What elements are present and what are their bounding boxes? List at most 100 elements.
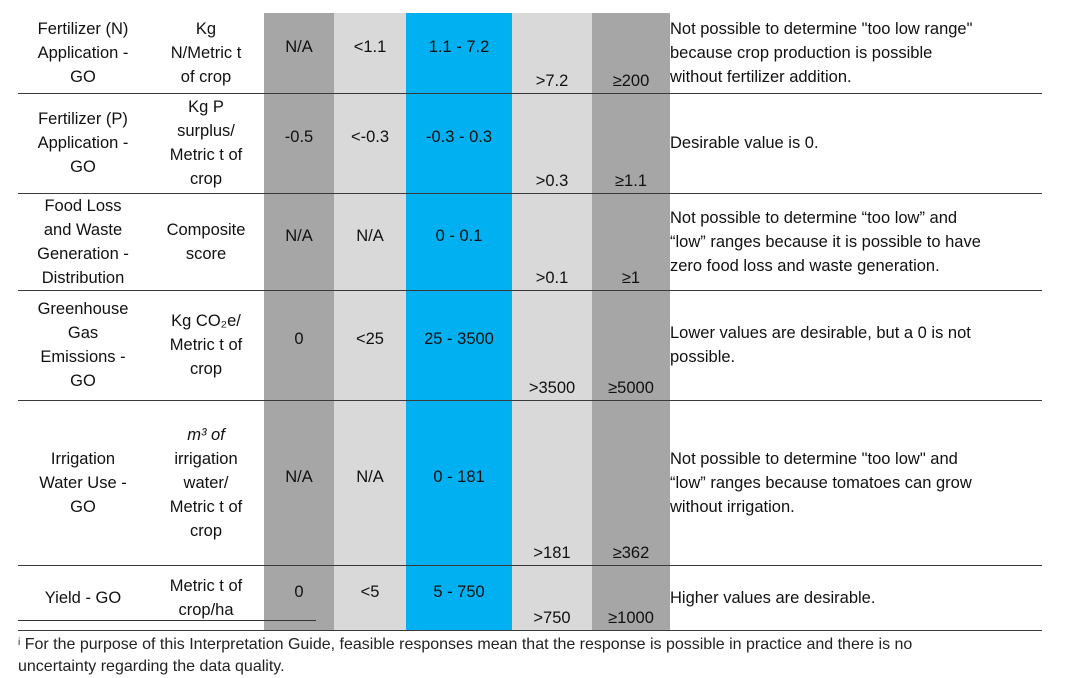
- indicator-cell: Food Loss and Waste Generation - Distributi…: [18, 193, 148, 291]
- note-line: “low” ranges because it is possible to h…: [670, 232, 981, 251]
- too-high-cell-value: ≥5000: [608, 378, 654, 397]
- too-low-cell: -0.5: [264, 93, 334, 194]
- indicator-line: Yield - GO: [44, 588, 122, 607]
- note-cell: Lower values are desirable, but a 0 is n…: [670, 290, 1042, 401]
- footnote-line-1: For the purpose of this Interpretation G…: [24, 636, 913, 653]
- note-line: possible.: [670, 348, 736, 366]
- indicator-line: Application -: [37, 43, 129, 62]
- note-line: without fertilizer addition.: [670, 67, 852, 86]
- indicator-line: Generation -: [37, 244, 129, 263]
- desirable-cell-value: 25 - 3500: [424, 330, 494, 348]
- unit-cell: Metric t of crop/ha: [148, 565, 264, 631]
- too-high-cell: ≥362: [592, 400, 670, 566]
- unit-line: Metric t of: [169, 497, 243, 516]
- indicator-line: GO: [70, 158, 96, 176]
- indicator-line: GO: [70, 67, 96, 86]
- high-cell: >0.1: [512, 193, 592, 291]
- too-high-cell: ≥5000: [592, 290, 670, 401]
- desirable-cell-value: 5 - 750: [433, 582, 485, 601]
- unit-line: water/: [183, 473, 229, 492]
- low-cell-value: N/A: [356, 467, 384, 486]
- low-cell: <25: [334, 290, 406, 401]
- indicator-line: Greenhouse: [37, 300, 129, 318]
- desirable-cell: 0 - 0.1: [406, 193, 512, 291]
- desirable-cell: 0 - 181: [406, 400, 512, 566]
- high-cell: >3500: [512, 290, 592, 401]
- unit-cell: Kg P surplus/Metric t of crop: [148, 93, 264, 194]
- too-low-cell-value: N/A: [285, 226, 313, 245]
- unit-line: crop: [189, 170, 223, 188]
- unit-line: Metric t of: [169, 336, 243, 354]
- unit-line: irrigation: [174, 449, 238, 468]
- high-cell-value: >0.1: [535, 268, 569, 287]
- indicator-cell: Yield - GO: [18, 565, 148, 631]
- unit-line: m³ of: [187, 425, 225, 444]
- indicator-cell: Fertilizer (N) Application - GO: [18, 13, 148, 94]
- desirable-cell-value: -0.3 - 0.3: [425, 128, 493, 146]
- too-low-cell: 0: [264, 565, 334, 631]
- indicator-line: Irrigation: [50, 449, 116, 468]
- too-high-cell-value: ≥1: [621, 268, 641, 287]
- too-low-cell-value: 0: [294, 330, 304, 348]
- high-cell: >750: [512, 565, 592, 631]
- note-cell: Higher values are desirable.: [670, 565, 1042, 631]
- footnote-marker: i: [18, 637, 21, 648]
- note-line: without irrigation.: [670, 497, 795, 516]
- too-high-cell: ≥1000: [592, 565, 670, 631]
- table-row: Greenhouse Gas Emissions - GO Kg CO₂e/Metric…: [18, 290, 1042, 401]
- low-cell: <-0.3: [334, 93, 406, 194]
- unit-cell: m³ of irrigation water/Metric t of crop: [148, 400, 264, 566]
- low-cell-value: N/A: [356, 226, 384, 245]
- interpretation-table: Fertilizer (N) Application - GO Kg N/Metric …: [18, 13, 1042, 631]
- table-row: Food Loss and Waste Generation - Distributi…: [18, 193, 1042, 291]
- too-high-cell: ≥200: [592, 13, 670, 94]
- note-line: Higher values are desirable.: [670, 588, 876, 607]
- desirable-cell-value: 0 - 0.1: [435, 226, 483, 245]
- footnote-line-2: uncertainty regarding the data quality.: [18, 658, 285, 675]
- high-cell: >7.2: [512, 13, 592, 94]
- indicator-line: Food Loss: [44, 196, 122, 215]
- indicator-cell: Irrigation Water Use - GO: [18, 400, 148, 566]
- unit-line: of crop: [180, 67, 232, 86]
- high-cell: >0.3: [512, 93, 592, 194]
- note-line: because crop production is possible: [670, 43, 933, 62]
- footnote: i For the purpose of this Interpretation…: [18, 634, 1058, 678]
- low-cell-value: <-0.3: [350, 128, 390, 146]
- note-line: Not possible to determine "too low" and: [670, 449, 958, 468]
- low-cell-value: <1.1: [353, 37, 387, 56]
- too-low-cell: N/A: [264, 193, 334, 291]
- low-cell-value: <5: [360, 582, 380, 601]
- too-low-cell-value: 0: [294, 582, 304, 601]
- indicator-line: Application -: [37, 134, 129, 152]
- too-low-cell-value: N/A: [285, 37, 313, 56]
- footnote-divider: [18, 620, 316, 621]
- unit-line: score: [185, 244, 227, 263]
- indicator-line: GO: [70, 497, 96, 516]
- note-line: Lower values are desirable, but a 0 is n…: [670, 324, 971, 342]
- too-high-cell: ≥1.1: [592, 93, 670, 194]
- unit-line: Kg P: [188, 98, 224, 116]
- indicator-line: Fertilizer (P): [38, 110, 128, 128]
- indicator-line: Distribution: [41, 268, 125, 287]
- indicator-cell: Greenhouse Gas Emissions - GO: [18, 290, 148, 401]
- note-line: Not possible to determine “too low” and: [670, 208, 958, 227]
- note-cell: Not possible to determine "too low" and “…: [670, 400, 1042, 566]
- indicator-line: and Waste: [43, 220, 123, 239]
- high-cell-value: >750: [533, 608, 571, 627]
- high-cell-value: >3500: [528, 378, 576, 397]
- too-high-cell: ≥1: [592, 193, 670, 291]
- indicator-line: Fertilizer (N): [37, 19, 129, 38]
- too-low-cell: 0: [264, 290, 334, 401]
- table-row: Yield - GO Metric t of crop/ha 0 <5 5 - 750 >7…: [18, 565, 1042, 631]
- desirable-cell-value: 1.1 - 7.2: [428, 37, 490, 56]
- desirable-cell: -0.3 - 0.3: [406, 93, 512, 194]
- unit-cell: Kg CO₂e/Metric t of crop: [148, 290, 264, 401]
- high-cell: >181: [512, 400, 592, 566]
- low-cell: <1.1: [334, 13, 406, 94]
- unit-line: surplus/: [177, 122, 235, 140]
- low-cell: N/A: [334, 193, 406, 291]
- table-row: Irrigation Water Use - GO m³ of irrigation wa…: [18, 400, 1042, 566]
- unit-line: Kg: [195, 19, 217, 38]
- high-cell-value: >0.3: [535, 171, 569, 190]
- note-cell: Desirable value is 0.: [670, 93, 1042, 194]
